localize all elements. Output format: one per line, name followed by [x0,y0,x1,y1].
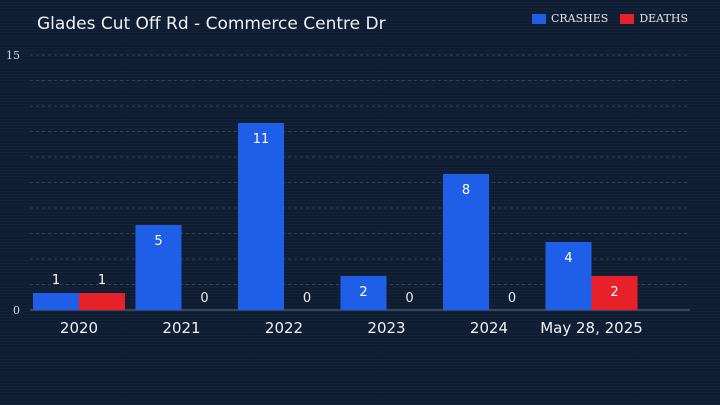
x-tick-label: 2022 [265,319,303,337]
legend-item-deaths[interactable]: DEATHS [620,12,688,25]
data-label-deaths: 0 [508,291,516,306]
data-label-crashes: 11 [253,132,270,147]
data-label-crashes: 4 [564,251,572,266]
data-label-deaths: 1 [98,273,106,288]
data-label-crashes: 8 [462,183,470,198]
bar-crashes [443,174,489,310]
data-label-deaths: 0 [303,291,311,306]
x-tick-label: 2021 [162,319,200,337]
legend: CRASHES DEATHS [531,12,688,25]
x-tick-label: 2023 [367,319,405,337]
data-label-crashes: 5 [154,234,162,249]
chart-title: Glades Cut Off Rd - Commerce Centre Dr [37,14,386,34]
data-label-deaths: 0 [405,291,413,306]
data-label-crashes: 1 [52,273,60,288]
bar-crashes [545,242,592,310]
bar-crashes [238,123,284,310]
bar-crashes [340,276,387,310]
y-tick-label: 0 [13,304,20,317]
bar-crashes [135,225,182,310]
legend-item-crashes[interactable]: CRASHES [531,12,609,25]
bar-crashes [33,293,79,310]
legend-swatch-deaths [620,13,635,24]
bar-deaths [79,293,125,310]
data-label-crashes: 2 [359,285,367,300]
x-tick-label: May 28, 2025 [540,319,643,337]
y-tick-label: 15 [6,49,20,62]
x-tick-label: 2024 [470,319,508,337]
legend-label-deaths: DEATHS [639,12,688,25]
bar-deaths [591,276,638,310]
data-label-deaths: 0 [200,291,208,306]
legend-swatch-crashes [531,13,546,24]
x-tick-label: 2020 [60,319,98,337]
legend-label-crashes: CRASHES [550,12,609,25]
data-label-deaths: 2 [610,285,618,300]
